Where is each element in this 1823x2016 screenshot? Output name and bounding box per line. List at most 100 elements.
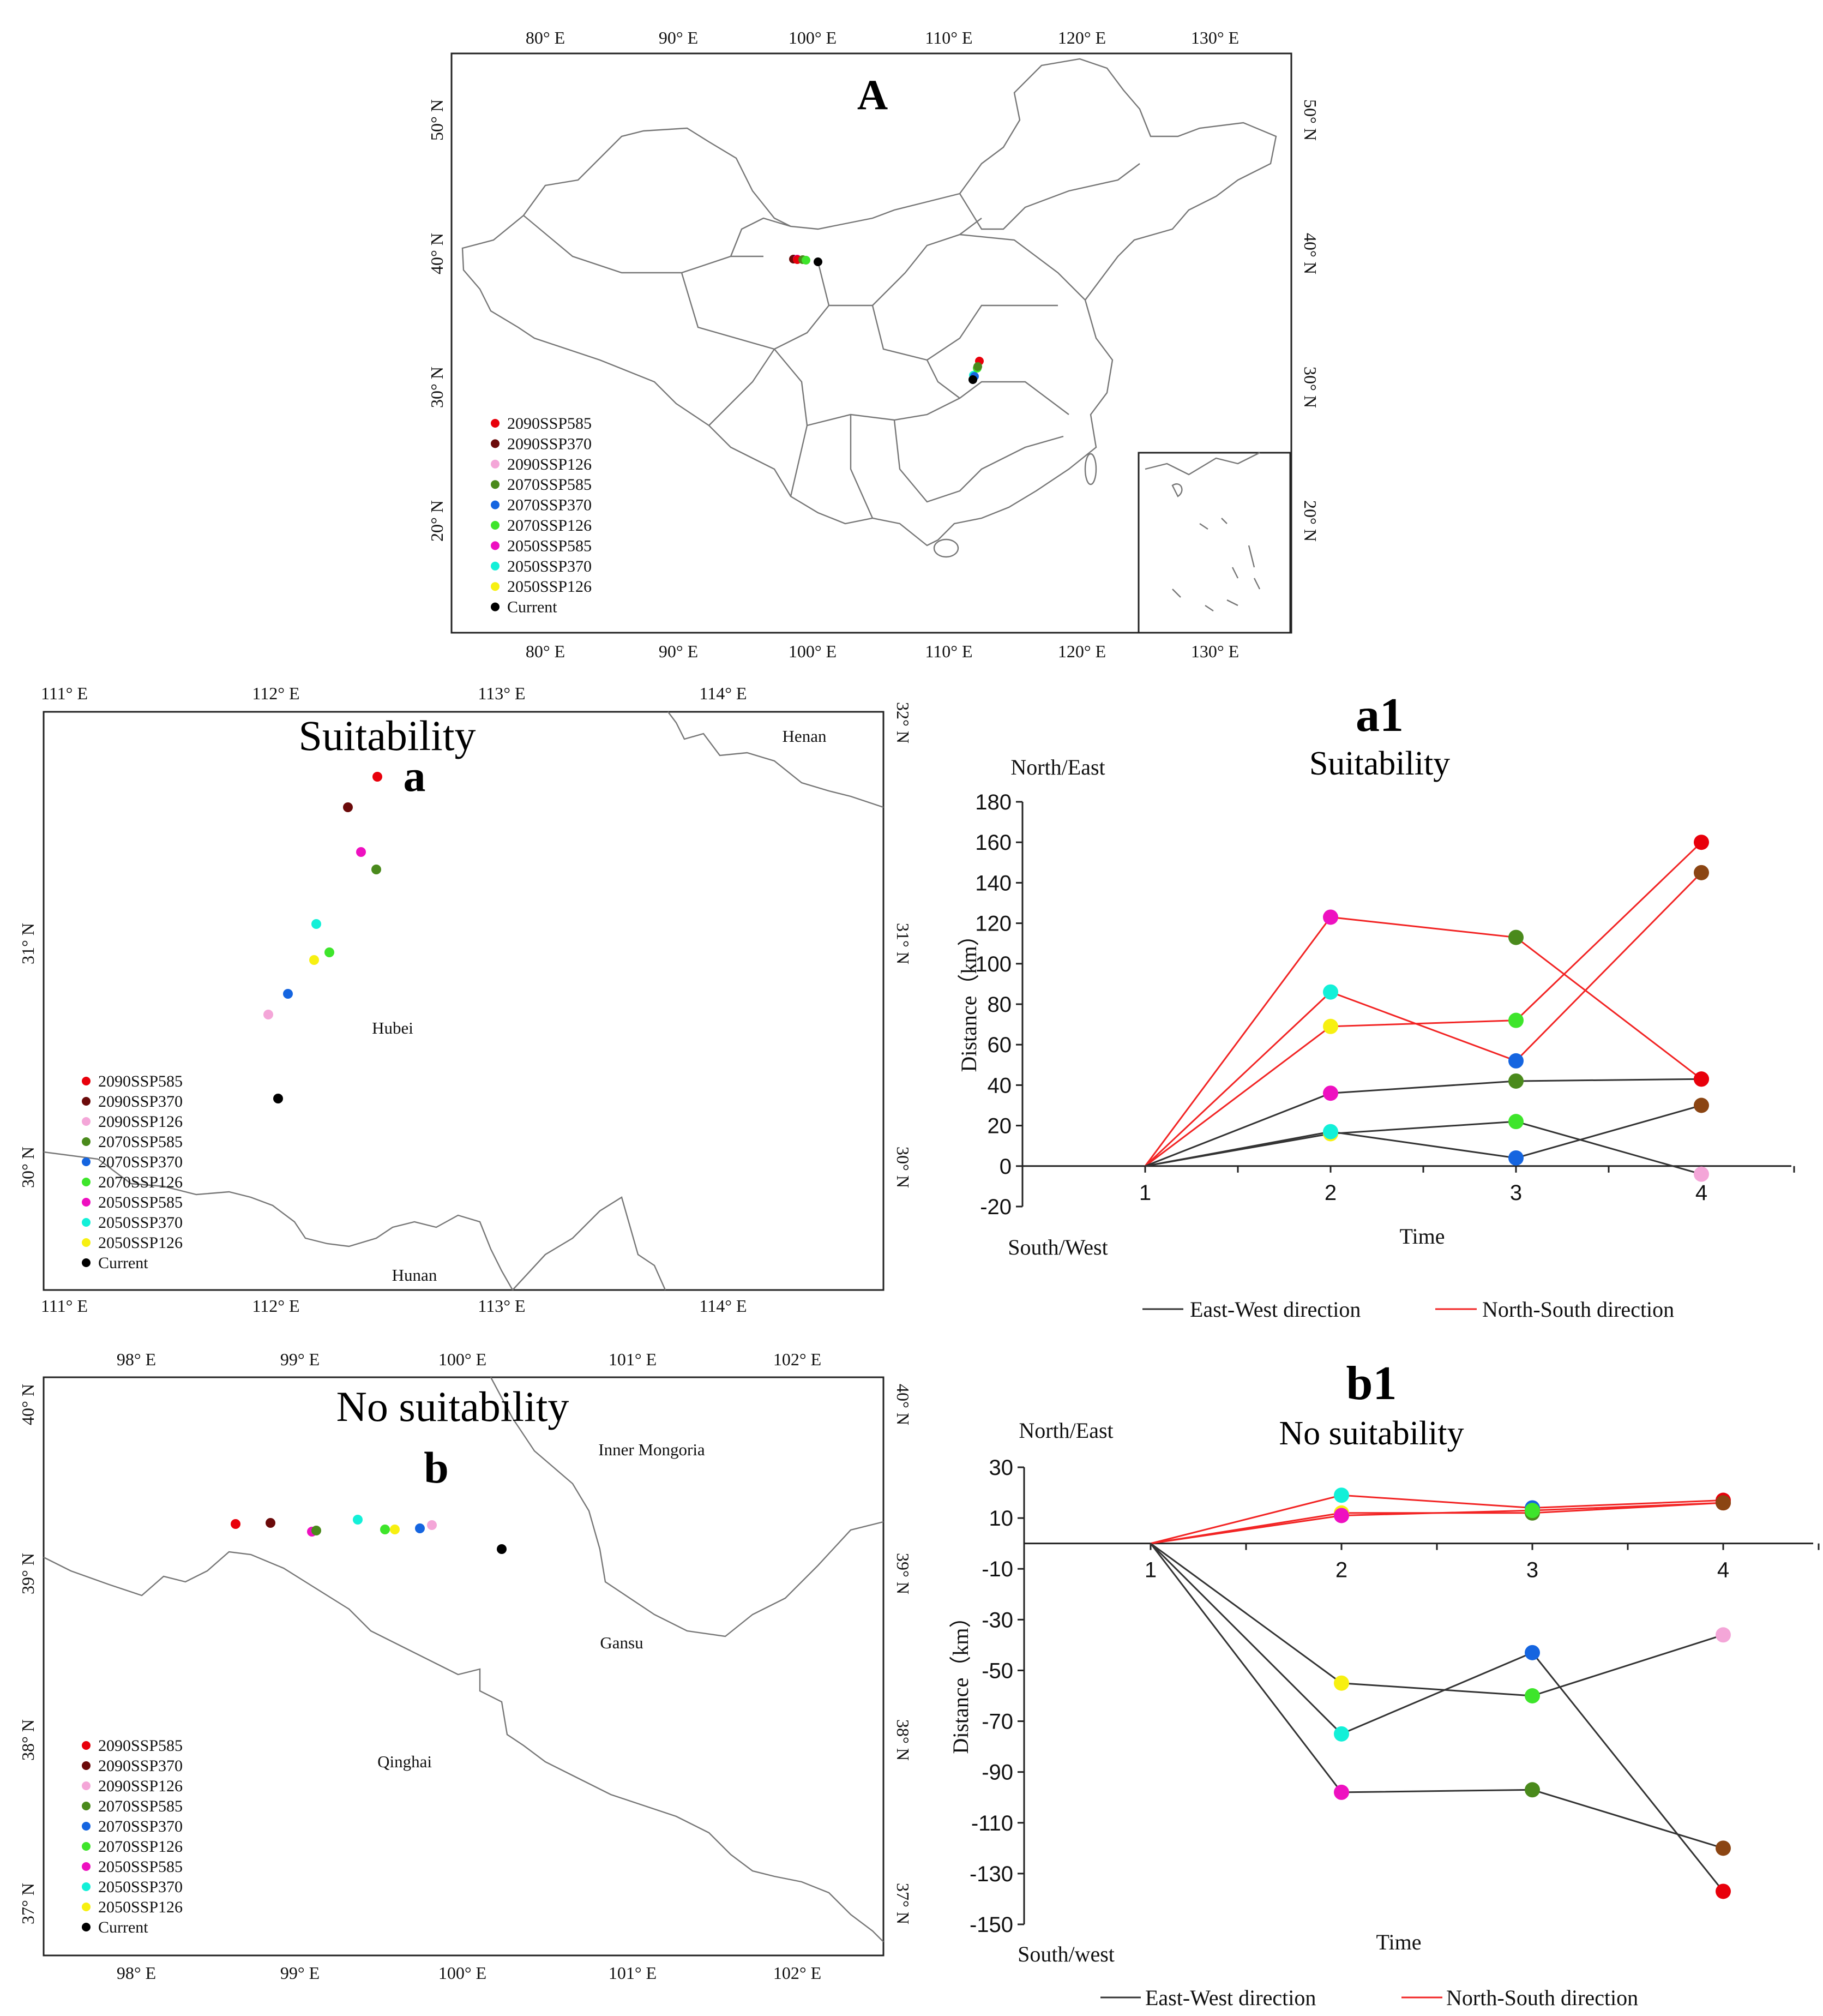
lon-tick: 98° E bbox=[117, 1963, 156, 1983]
legend-dot bbox=[82, 1258, 91, 1267]
series-line-ns-1 bbox=[1145, 842, 1702, 1167]
lat-tick: 40° N bbox=[427, 233, 447, 274]
lat-tick: 40° N bbox=[1301, 233, 1320, 274]
legend-dot bbox=[82, 1117, 91, 1126]
x-tick-label: 2 bbox=[1325, 1181, 1337, 1205]
y-tick-label: 160 bbox=[975, 831, 1012, 855]
lon-tick: 111° E bbox=[41, 683, 88, 703]
legend-dot bbox=[491, 439, 500, 448]
y-tick-label: -90 bbox=[982, 1761, 1013, 1785]
china-outline bbox=[461, 58, 1277, 547]
province-border-henan bbox=[667, 711, 884, 808]
lat-tick: 39° N bbox=[893, 1553, 913, 1594]
lon-tick: 120° E bbox=[1058, 28, 1106, 47]
y-tick-label: -150 bbox=[970, 1913, 1013, 1937]
centroid-dot-current bbox=[497, 1544, 507, 1554]
data-point bbox=[1694, 1071, 1709, 1087]
chart-b1-points bbox=[1334, 1487, 1731, 1899]
lon-tick: 90° E bbox=[659, 28, 698, 47]
legend-label: 2070SSP370 bbox=[507, 496, 592, 514]
lat-tick: 40° N bbox=[18, 1384, 38, 1425]
province-border bbox=[850, 415, 874, 519]
lat-tick: 38° N bbox=[893, 1719, 913, 1761]
legend-label: 2050SSP126 bbox=[98, 1234, 183, 1252]
legend-dot bbox=[491, 582, 500, 591]
data-point bbox=[1508, 1073, 1524, 1089]
centroid-dot-2070ssp585 bbox=[371, 865, 381, 874]
series-line-ew-3 bbox=[1145, 1078, 1702, 1167]
lon-tick: 112° E bbox=[252, 1296, 299, 1316]
series-line-ns-2 bbox=[1150, 1502, 1724, 1545]
province-border bbox=[708, 349, 775, 426]
centroid-dot-2070ssp126 bbox=[324, 947, 334, 957]
legend-dot bbox=[82, 1157, 91, 1166]
legend-dot bbox=[82, 1903, 91, 1911]
map-a-centroid-dots bbox=[789, 255, 984, 384]
legend-dot bbox=[82, 1862, 91, 1871]
lat-tick: 31° N bbox=[18, 923, 38, 964]
chart-a1-bottom-label: South/West bbox=[1008, 1235, 1108, 1259]
lat-tick: 50° N bbox=[427, 99, 447, 141]
legend-label: 2050SSP585 bbox=[507, 537, 592, 555]
data-point bbox=[1323, 984, 1338, 1000]
lon-tick: 100° E bbox=[438, 1349, 486, 1369]
centroid-dot-2050ssp370 bbox=[353, 1515, 363, 1525]
legend-dot bbox=[82, 1761, 91, 1770]
centroid-dot-2090ssp370 bbox=[266, 1518, 275, 1528]
province-border bbox=[893, 419, 1064, 503]
lon-tick: 100° E bbox=[438, 1963, 486, 1983]
x-tick-label: 4 bbox=[1717, 1558, 1729, 1582]
map-suitability-title: Suitability bbox=[298, 712, 476, 759]
region-label-qinghai: Qinghai bbox=[377, 1752, 432, 1771]
chart-b1-panel-label: b1 bbox=[1346, 1357, 1397, 1410]
series-line-ew-4 bbox=[1150, 1543, 1724, 1892]
centroid-dot-2070ssp370 bbox=[283, 989, 293, 999]
series-line-ns-0 bbox=[1144, 916, 1702, 1167]
legend-label: 2050SSP370 bbox=[507, 557, 592, 575]
lon-tick: 102° E bbox=[773, 1349, 821, 1369]
map-suitability-dots bbox=[263, 772, 382, 1103]
lat-tick: 40° N bbox=[893, 1384, 913, 1425]
legend-dot bbox=[491, 541, 500, 550]
legend-label: 2070SSP585 bbox=[507, 476, 592, 494]
map-a-lat-ticks: 20° N 30° N 40° N 50° N 20° N 30° N 40° … bbox=[427, 99, 1320, 542]
chart-b1-legend: East-West direction North-South directio… bbox=[1100, 1985, 1638, 2010]
legend-label-ns: North-South direction bbox=[1482, 1297, 1674, 1322]
legend-label: 2070SSP126 bbox=[98, 1838, 183, 1856]
lon-tick: 112° E bbox=[252, 683, 299, 703]
lon-tick: 102° E bbox=[773, 1963, 821, 1983]
region-label-henan: Henan bbox=[783, 727, 827, 746]
legend-dot bbox=[82, 1238, 91, 1247]
lon-tick: 100° E bbox=[789, 641, 837, 661]
legend-dot bbox=[491, 459, 500, 469]
data-point bbox=[1716, 1883, 1731, 1899]
x-tick-label: 2 bbox=[1335, 1558, 1347, 1582]
data-point bbox=[1323, 1085, 1338, 1101]
province-border bbox=[926, 359, 960, 399]
legend-label: 2090SSP370 bbox=[98, 1757, 183, 1775]
lon-tick: 113° E bbox=[478, 683, 525, 703]
legend-dot bbox=[82, 1741, 91, 1750]
legend-label: 2090SSP370 bbox=[98, 1093, 183, 1111]
centroid-dot-2090ssp126 bbox=[263, 1010, 273, 1019]
lat-tick: 30° N bbox=[18, 1147, 38, 1188]
legend-label: 2090SSP370 bbox=[507, 435, 592, 453]
chart-a1-ylabel: Distance（km） bbox=[956, 924, 981, 1072]
lon-tick: 120° E bbox=[1058, 641, 1106, 661]
data-point bbox=[1323, 1018, 1338, 1034]
data-point bbox=[1694, 835, 1709, 850]
series-line-ew-3 bbox=[1150, 1543, 1724, 1697]
lat-tick: 38° N bbox=[18, 1719, 38, 1761]
y-tick-label: 0 bbox=[1000, 1155, 1012, 1179]
centroid-dot-2050ssp585 bbox=[356, 847, 366, 857]
province-border bbox=[730, 217, 791, 257]
data-point bbox=[1694, 1166, 1709, 1182]
map-no-suitability-legend: 2090SSP585 2090SSP370 2090SSP126 2070SSP585… bbox=[82, 1737, 183, 1936]
legend-label: 2070SSP370 bbox=[98, 1817, 183, 1835]
map-no-suitability-label: b bbox=[424, 1443, 449, 1492]
y-tick-label: 180 bbox=[975, 790, 1012, 814]
legend-label: Current bbox=[507, 598, 557, 616]
y-tick-label: 80 bbox=[988, 993, 1012, 1017]
